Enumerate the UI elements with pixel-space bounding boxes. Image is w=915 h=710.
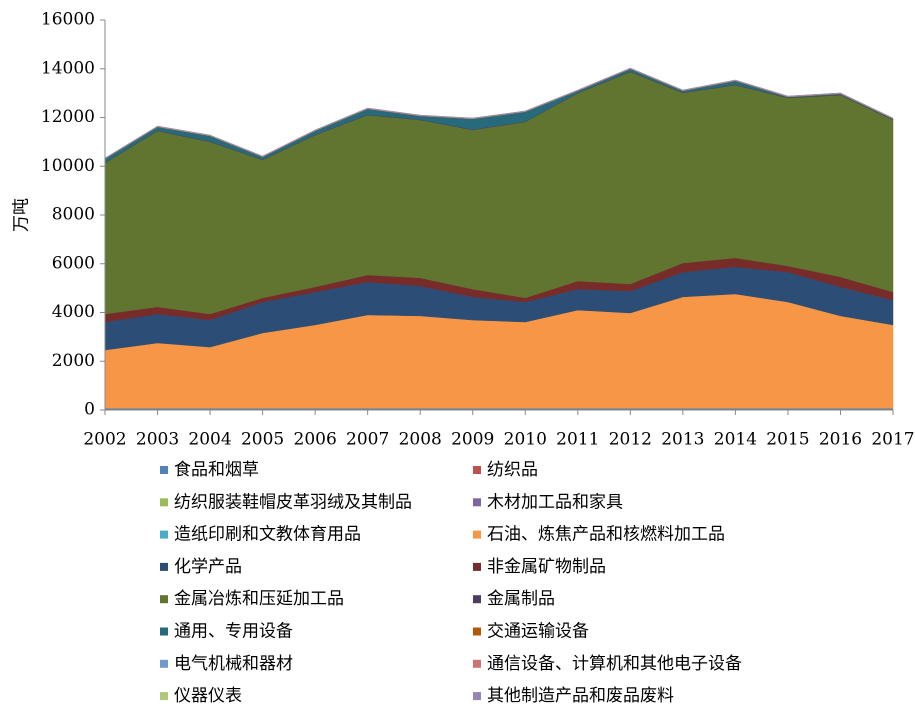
y-tick-label: 10000	[41, 156, 95, 176]
legend-label: 其他制造产品和废品废料	[487, 686, 674, 706]
legend-swatch	[473, 595, 481, 603]
legend-swatch	[160, 563, 168, 571]
legend-label: 纺织品	[487, 460, 538, 480]
x-tick-label: 2013	[661, 430, 704, 450]
x-tick-label: 2011	[556, 430, 599, 450]
legend-label: 石油、炼焦产品和核燃料加工品	[487, 525, 725, 545]
x-tick-label: 2004	[188, 430, 231, 450]
legend-label: 非金属矿物制品	[487, 557, 606, 577]
y-axis-title: 万吨	[12, 198, 32, 232]
x-tick-label: 2009	[451, 430, 494, 450]
legend-label: 木材加工品和家具	[487, 492, 623, 512]
x-tick-label: 2006	[294, 430, 337, 450]
legend-label: 纺织服装鞋帽皮革羽绒及其制品	[174, 492, 412, 512]
y-tick-label: 16000	[41, 10, 95, 30]
legend-swatch	[160, 692, 168, 700]
x-tick-label: 2014	[714, 430, 757, 450]
x-tick-label: 2017	[871, 430, 914, 450]
legend-swatch	[160, 498, 168, 506]
legend-label: 金属冶炼和压延加工品	[174, 589, 344, 609]
legend-label: 通用、专用设备	[174, 622, 293, 642]
x-tick-label: 2015	[766, 430, 809, 450]
legend-swatch	[473, 466, 481, 474]
x-tick-label: 2005	[241, 430, 284, 450]
y-tick-label: 6000	[52, 253, 95, 273]
legend-swatch	[473, 498, 481, 506]
x-tick-label: 2007	[346, 430, 389, 450]
legend-swatch	[473, 531, 481, 539]
x-tick-label: 2003	[136, 430, 179, 450]
y-tick-label: 2000	[52, 351, 95, 371]
legend-label: 化学产品	[174, 557, 242, 577]
legend-label: 电气机械和器材	[174, 654, 293, 674]
legend-swatch	[473, 660, 481, 668]
y-tick-label: 0	[84, 400, 95, 420]
legend-swatch	[160, 531, 168, 539]
legend-swatch	[473, 692, 481, 700]
x-tick-label: 2008	[399, 430, 442, 450]
x-tick-label: 2010	[504, 430, 547, 450]
legend-swatch	[160, 466, 168, 474]
y-tick-label: 4000	[52, 302, 95, 322]
legend-label: 通信设备、计算机和其他电子设备	[487, 654, 742, 674]
legend-label: 造纸印刷和文教体育用品	[174, 525, 361, 545]
legend-label: 交通运输设备	[487, 622, 589, 642]
legend-swatch	[160, 660, 168, 668]
legend-swatch	[473, 628, 481, 636]
legend-swatch	[160, 595, 168, 603]
y-tick-label: 14000	[41, 58, 95, 78]
x-tick-label: 2002	[83, 430, 126, 450]
y-tick-label: 12000	[41, 107, 95, 127]
legend-label: 食品和烟草	[174, 460, 259, 480]
legend-swatch	[473, 563, 481, 571]
x-tick-label: 2012	[609, 430, 652, 450]
legend-label: 金属制品	[487, 589, 555, 609]
legend-swatch	[160, 628, 168, 636]
x-tick-label: 2016	[819, 430, 862, 450]
y-tick-label: 8000	[52, 205, 95, 225]
legend-label: 仪器仪表	[174, 686, 242, 706]
